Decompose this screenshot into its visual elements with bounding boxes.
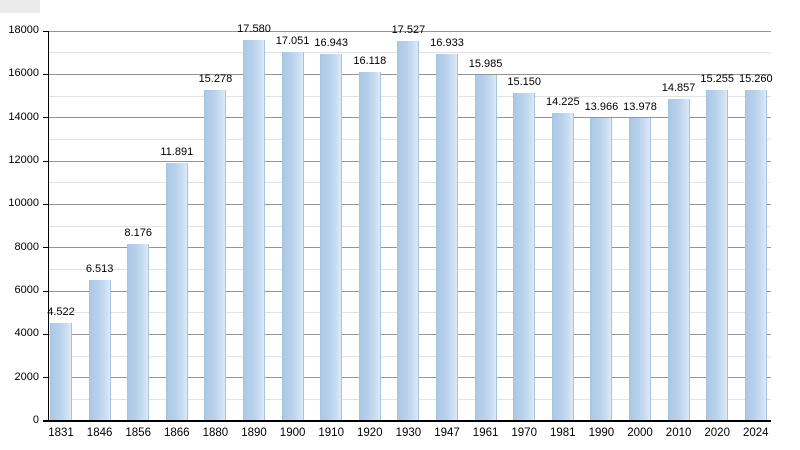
bar <box>667 99 690 421</box>
y-axis-label: 14000 <box>8 110 39 123</box>
bar <box>281 51 304 421</box>
bar-value-label: 16.933 <box>430 37 464 50</box>
x-axis-label: 1920 <box>357 427 383 439</box>
bar-value-label: 6.513 <box>85 262 114 275</box>
x-axis-label: 1831 <box>48 427 74 439</box>
x-axis-label: 1930 <box>395 427 422 439</box>
x-axis-label: 1900 <box>279 427 306 439</box>
y-axis-label: 16000 <box>8 67 39 80</box>
bar-value-label: 16.943 <box>314 36 349 49</box>
bar <box>165 163 188 421</box>
bar <box>397 41 420 421</box>
bar <box>243 40 265 421</box>
bar-value-label: 15.255 <box>700 73 735 86</box>
y-axis-tick <box>43 30 48 32</box>
y-axis-label: 2000 <box>14 370 39 383</box>
bar-value-label: 15.150 <box>507 75 542 88</box>
x-axis-label: 1970 <box>511 427 537 439</box>
y-axis-label: 4000 <box>14 327 39 340</box>
y-axis-line <box>48 31 49 421</box>
x-axis-label: 2010 <box>665 427 692 439</box>
y-axis-label: 8000 <box>14 240 39 253</box>
bar <box>474 74 497 421</box>
y-axis-tick <box>43 73 48 75</box>
bar-value-label: 4.522 <box>47 306 75 319</box>
bar <box>436 54 458 421</box>
bar-value-label: 17.051 <box>275 34 310 47</box>
x-axis-label: 1856 <box>125 427 151 439</box>
y-axis-label: 0 <box>32 414 39 426</box>
y-axis-label: 18000 <box>8 24 39 36</box>
x-axis-label: 2024 <box>743 427 769 439</box>
bar <box>204 89 227 421</box>
bar-value-label: 17.580 <box>237 23 271 36</box>
bar <box>590 118 613 421</box>
y-axis-tick <box>43 203 48 205</box>
bar <box>127 243 150 421</box>
corner-artifact <box>0 0 40 13</box>
bar-value-label: 15.260 <box>738 73 773 86</box>
bar <box>50 323 72 421</box>
bar <box>551 112 574 421</box>
x-axis-label: 1990 <box>588 427 615 439</box>
bar-value-label: 14.857 <box>661 82 696 95</box>
y-axis-tick <box>43 247 48 249</box>
x-axis-label: 1947 <box>434 427 460 439</box>
x-axis-label: 1866 <box>164 427 190 439</box>
y-axis-tick <box>43 377 48 379</box>
bar <box>358 71 381 421</box>
y-axis-tick <box>43 160 48 162</box>
bar <box>706 90 729 421</box>
bar <box>629 118 651 421</box>
y-axis-label: 6000 <box>14 284 39 296</box>
x-axis-label: 2020 <box>704 427 730 439</box>
bar-value-label: 13.978 <box>623 101 657 114</box>
bar <box>88 279 111 421</box>
y-axis-label: 10000 <box>8 197 39 210</box>
bar-value-label: 8.176 <box>124 226 152 239</box>
bar <box>513 92 536 421</box>
x-axis-label: 2000 <box>627 427 653 439</box>
bar <box>744 90 767 421</box>
y-axis-tick <box>43 290 48 292</box>
bar-value-label: 13.966 <box>584 101 619 114</box>
x-axis-label: 1846 <box>86 427 113 439</box>
y-axis-tick <box>43 333 48 335</box>
x-axis-label: 1890 <box>241 427 267 439</box>
bar-value-label: 11.891 <box>160 146 194 159</box>
bar-value-label: 15.278 <box>198 72 233 85</box>
bar-value-label: 16.118 <box>353 54 387 67</box>
x-axis-label: 1961 <box>472 427 499 439</box>
bar <box>320 53 343 421</box>
y-axis-label: 12000 <box>8 154 39 166</box>
y-axis-tick <box>43 117 48 119</box>
x-axis-label: 1880 <box>202 427 229 439</box>
x-axis-label: 1981 <box>550 427 576 439</box>
bar-value-label: 17.527 <box>391 24 426 37</box>
x-axis-label: 1910 <box>318 427 344 439</box>
plot-area: 0 2000 4000 6000 8000 10000 12000 14000 16000 180… <box>8 24 773 439</box>
bar-value-label: 15.985 <box>468 57 503 70</box>
gridline-major <box>48 30 771 32</box>
x-axis-line <box>43 420 771 422</box>
bar-value-label: 14.225 <box>545 95 580 108</box>
